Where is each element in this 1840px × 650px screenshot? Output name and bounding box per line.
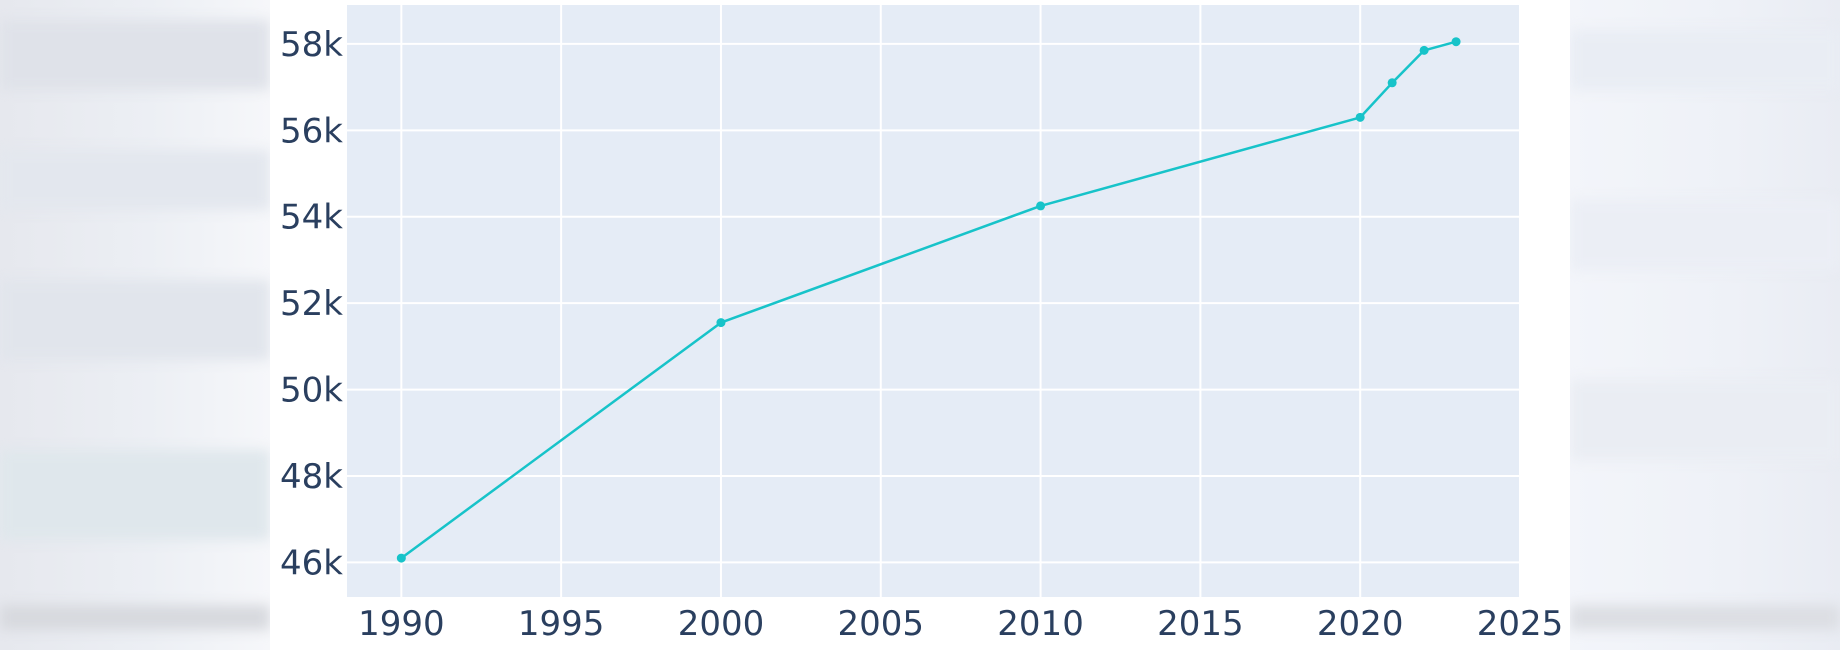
data-point[interactable] — [396, 553, 406, 563]
plot-background — [347, 5, 1520, 597]
y-tick-label: 50k — [280, 371, 343, 411]
x-tick-label: 1990 — [358, 604, 445, 644]
x-tick-label: 2000 — [678, 604, 765, 644]
blurred-band — [0, 150, 270, 210]
blurred-band — [0, 605, 270, 630]
blurred-band — [1570, 200, 1840, 270]
x-axis-ticks: 1990 1995 2000 2005 2010 2015 2020 2025 — [358, 604, 1563, 644]
series-layer — [396, 37, 1461, 563]
blurred-band — [1570, 380, 1840, 460]
data-point[interactable] — [1419, 45, 1429, 55]
y-tick-label: 54k — [280, 198, 343, 238]
data-point[interactable] — [1451, 37, 1461, 47]
x-tick-label: 2005 — [837, 604, 924, 644]
y-tick-label: 52k — [280, 284, 343, 324]
x-tick-label: 2010 — [997, 604, 1084, 644]
y-tick-label: 56k — [280, 111, 343, 151]
y-tick-label: 48k — [280, 457, 343, 497]
chart-panel: 1990 1995 2000 2005 2010 2015 2020 2025 46k 48k 5… — [270, 0, 1570, 650]
blurred-band — [0, 20, 270, 90]
x-tick-label: 2025 — [1477, 604, 1564, 644]
blurred-band — [0, 450, 270, 540]
x-tick-label: 2015 — [1157, 604, 1244, 644]
blurred-left-panel — [0, 0, 270, 650]
data-point[interactable] — [716, 318, 726, 328]
x-tick-label: 2020 — [1317, 604, 1404, 644]
line-chart: 1990 1995 2000 2005 2010 2015 2020 2025 46k 48k 5… — [280, 5, 1563, 644]
y-axis-ticks: 46k 48k 50k 52k 54k 56k 58k — [280, 25, 343, 584]
blurred-band — [0, 280, 270, 360]
x-tick-label: 1995 — [518, 604, 605, 644]
y-tick-label: 46k — [280, 543, 343, 583]
data-point[interactable] — [1355, 112, 1365, 122]
data-point[interactable] — [1036, 201, 1046, 211]
data-point[interactable] — [1387, 78, 1397, 88]
blurred-right-panel — [1570, 0, 1840, 650]
blurred-band — [1570, 30, 1840, 90]
y-tick-label: 58k — [280, 25, 343, 65]
grid-lines — [347, 5, 1521, 597]
blurred-band — [1570, 605, 1840, 630]
